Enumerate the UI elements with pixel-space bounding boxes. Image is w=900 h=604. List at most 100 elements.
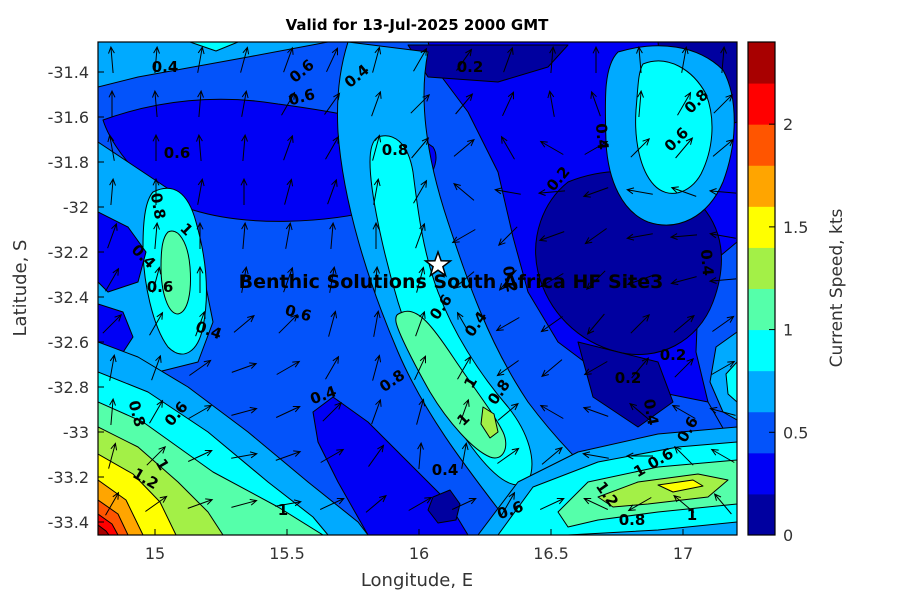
current-vector-arrow bbox=[501, 491, 516, 516]
colorbar-tick-label: 2 bbox=[783, 115, 793, 134]
current-vector-arrow bbox=[152, 266, 162, 293]
current-vector-arrow bbox=[584, 228, 607, 245]
current-vector-arrow bbox=[582, 187, 609, 198]
current-vector-arrow bbox=[461, 442, 469, 469]
current-vector-arrow bbox=[582, 406, 609, 417]
current-vector-arrow bbox=[319, 498, 345, 510]
current-vector-arrow bbox=[681, 46, 689, 73]
current-vector-arrow bbox=[322, 401, 343, 422]
current-vector-arrow bbox=[107, 134, 115, 161]
current-vector-arrow bbox=[584, 140, 609, 155]
current-vector-arrow bbox=[453, 138, 475, 157]
current-vector-arrow bbox=[540, 316, 563, 333]
current-vector-arrow bbox=[189, 359, 212, 376]
contour-label: 1 bbox=[687, 506, 697, 524]
contour-label: 0.4 bbox=[152, 58, 179, 76]
current-vector-arrow bbox=[197, 89, 204, 118]
current-vector-arrow bbox=[538, 231, 565, 242]
current-vector-arrow bbox=[196, 133, 203, 162]
current-vector-arrow bbox=[281, 91, 296, 116]
current-vector-arrow bbox=[712, 315, 735, 332]
current-vector-arrow bbox=[283, 46, 294, 73]
current-vector-arrow bbox=[547, 90, 555, 117]
contour-label: 0.4 bbox=[640, 397, 662, 426]
colorbar-label: Current Speed, kts bbox=[827, 209, 847, 368]
current-vector-arrow bbox=[539, 273, 564, 288]
quiver-arrows bbox=[102, 45, 737, 516]
current-vector-arrow bbox=[670, 276, 697, 286]
current-vector-arrow bbox=[456, 311, 471, 336]
current-vector-arrow bbox=[368, 444, 385, 467]
current-vector-arrow bbox=[372, 46, 382, 73]
current-vector-arrow bbox=[197, 178, 205, 205]
current-vector-arrow bbox=[233, 314, 255, 333]
current-vector-arrow bbox=[231, 498, 258, 508]
y-tick-label: -32.8 bbox=[48, 378, 89, 397]
contour-label: 0.6 bbox=[147, 278, 174, 296]
current-vector-arrow bbox=[630, 137, 651, 158]
current-vector-arrow bbox=[629, 402, 651, 421]
y-tick-label: -32.6 bbox=[48, 333, 89, 352]
site-annotation: Benthic Solutions South Africa HF Site3 bbox=[239, 271, 664, 293]
current-vector-arrow bbox=[416, 266, 426, 293]
current-vector-arrow bbox=[592, 45, 600, 73]
colorbar-segments bbox=[748, 42, 775, 536]
current-vector-arrow bbox=[324, 92, 341, 115]
current-vector-arrow bbox=[451, 229, 476, 244]
current-vector-arrow bbox=[710, 448, 735, 463]
current-vector-arrow bbox=[673, 494, 695, 513]
current-vector-arrow bbox=[152, 89, 159, 118]
current-vector-arrow bbox=[583, 498, 609, 510]
current-vector-arrow bbox=[459, 398, 470, 425]
contour-label: 1 bbox=[278, 501, 288, 519]
current-vector-arrow bbox=[149, 311, 164, 336]
contour-map: 0.4 0.6 0.40.60.20.80.20.4 0.60.80.60.810.4… bbox=[98, 42, 737, 535]
y-tick-label: -33 bbox=[63, 423, 89, 442]
colorbar-segment bbox=[748, 288, 775, 331]
contour-label: 0.8 bbox=[382, 141, 409, 159]
current-vector-arrow bbox=[365, 494, 387, 513]
current-vector-arrow bbox=[411, 137, 430, 159]
current-vector-arrow bbox=[152, 133, 160, 161]
current-vector-arrow bbox=[455, 93, 474, 115]
current-vector-arrow bbox=[708, 277, 737, 284]
current-vector-arrow bbox=[417, 441, 424, 470]
current-vector-arrow bbox=[630, 313, 651, 334]
current-vector-arrow bbox=[416, 398, 426, 425]
current-vector-arrow bbox=[496, 360, 519, 377]
colorbar-segment bbox=[748, 329, 775, 372]
current-vector-arrow bbox=[195, 310, 206, 337]
current-vector-arrow bbox=[108, 89, 116, 117]
current-vector-arrow bbox=[283, 266, 294, 293]
colorbar-segment bbox=[748, 124, 775, 166]
current-vector-arrow bbox=[413, 47, 428, 72]
colorbar-segment bbox=[748, 83, 775, 125]
colorbar-segment bbox=[748, 452, 775, 495]
y-tick-label: -32.2 bbox=[48, 243, 89, 262]
current-vector-arrow bbox=[713, 493, 732, 515]
y-tick-label: -31.4 bbox=[48, 63, 89, 82]
x-tick-label: 16.5 bbox=[533, 544, 569, 563]
y-tick-label: -31.6 bbox=[48, 108, 89, 127]
current-vector-arrow bbox=[240, 177, 248, 205]
colorbar-frame bbox=[747, 41, 776, 536]
current-vector-arrow bbox=[105, 267, 120, 292]
current-vector-arrow bbox=[537, 189, 566, 196]
y-tick-label: -31.8 bbox=[48, 153, 89, 172]
current-vector-arrow bbox=[582, 451, 609, 459]
current-vector-arrow bbox=[151, 354, 162, 381]
current-vector-arrow bbox=[373, 310, 381, 337]
current-vector-arrow bbox=[240, 46, 250, 73]
current-vector-arrow bbox=[187, 450, 213, 462]
current-vector-arrow bbox=[231, 406, 258, 416]
current-vector-arrow bbox=[146, 445, 167, 466]
x-axis-label: Longitude, E bbox=[361, 570, 473, 591]
current-vector-arrow bbox=[636, 45, 643, 74]
current-vector-arrow bbox=[583, 361, 608, 376]
current-vector-arrow bbox=[109, 177, 116, 206]
current-vector-arrow bbox=[371, 90, 382, 117]
y-tick-label: -33.2 bbox=[48, 468, 89, 487]
current-vector-arrow bbox=[503, 46, 514, 73]
y-tick-label: -32.4 bbox=[48, 288, 89, 307]
